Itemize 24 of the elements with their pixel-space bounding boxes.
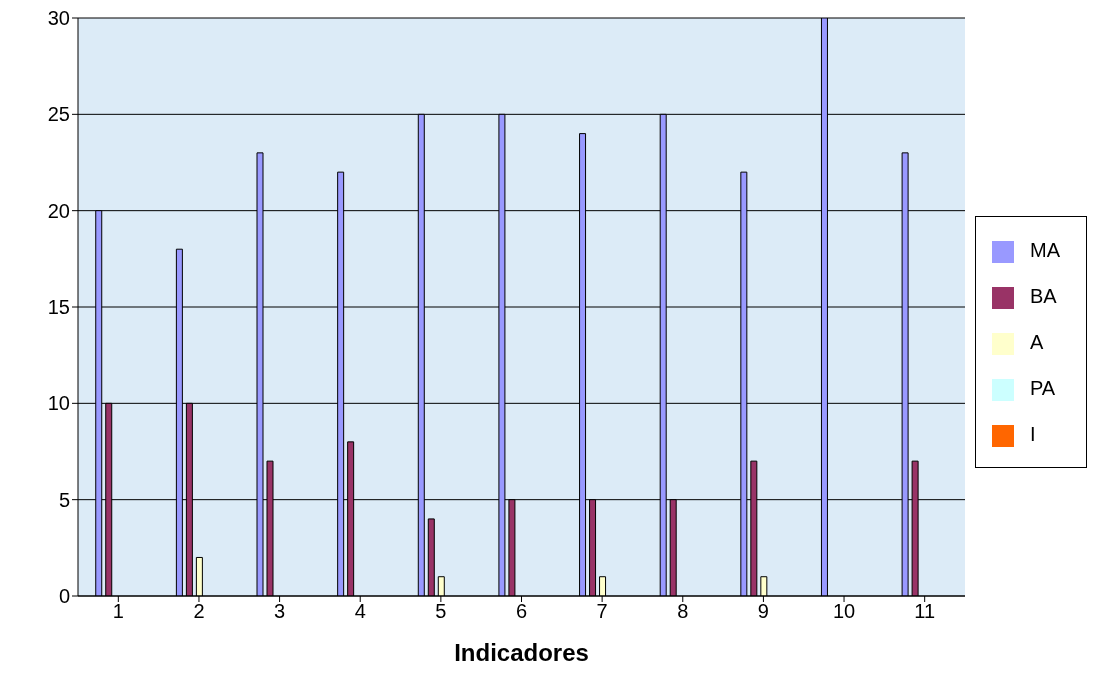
legend-label: BA — [1030, 285, 1057, 307]
legend-label: PA — [1030, 377, 1056, 399]
y-tick-label: 25 — [47, 103, 70, 126]
legend-label: A — [1030, 331, 1044, 353]
x-tick-label: 11 — [914, 600, 936, 623]
x-tick-label: 6 — [515, 600, 528, 623]
y-tick-label: 10 — [47, 392, 70, 415]
y-tick-label: 30 — [47, 7, 70, 30]
x-axis-title: Indicadores — [454, 639, 589, 666]
x-tick-label: 3 — [274, 600, 286, 623]
x-tick-label: 8 — [677, 600, 689, 623]
y-tick-label: 20 — [47, 199, 70, 222]
x-tick-label: 1 — [112, 600, 124, 623]
y-tick-label: 5 — [58, 488, 70, 511]
x-tick-label: 10 — [832, 600, 856, 623]
x-tick-label: 2 — [193, 600, 205, 623]
y-tick-label: 0 — [58, 585, 70, 608]
legend-label: MA — [1030, 239, 1060, 261]
legend-label: I — [1030, 423, 1036, 445]
x-tick-label: 9 — [757, 600, 769, 623]
x-tick-label: 7 — [596, 600, 608, 623]
y-tick-label: 15 — [47, 296, 70, 319]
x-tick-label: 5 — [435, 600, 447, 623]
x-tick-label: 4 — [354, 600, 366, 623]
